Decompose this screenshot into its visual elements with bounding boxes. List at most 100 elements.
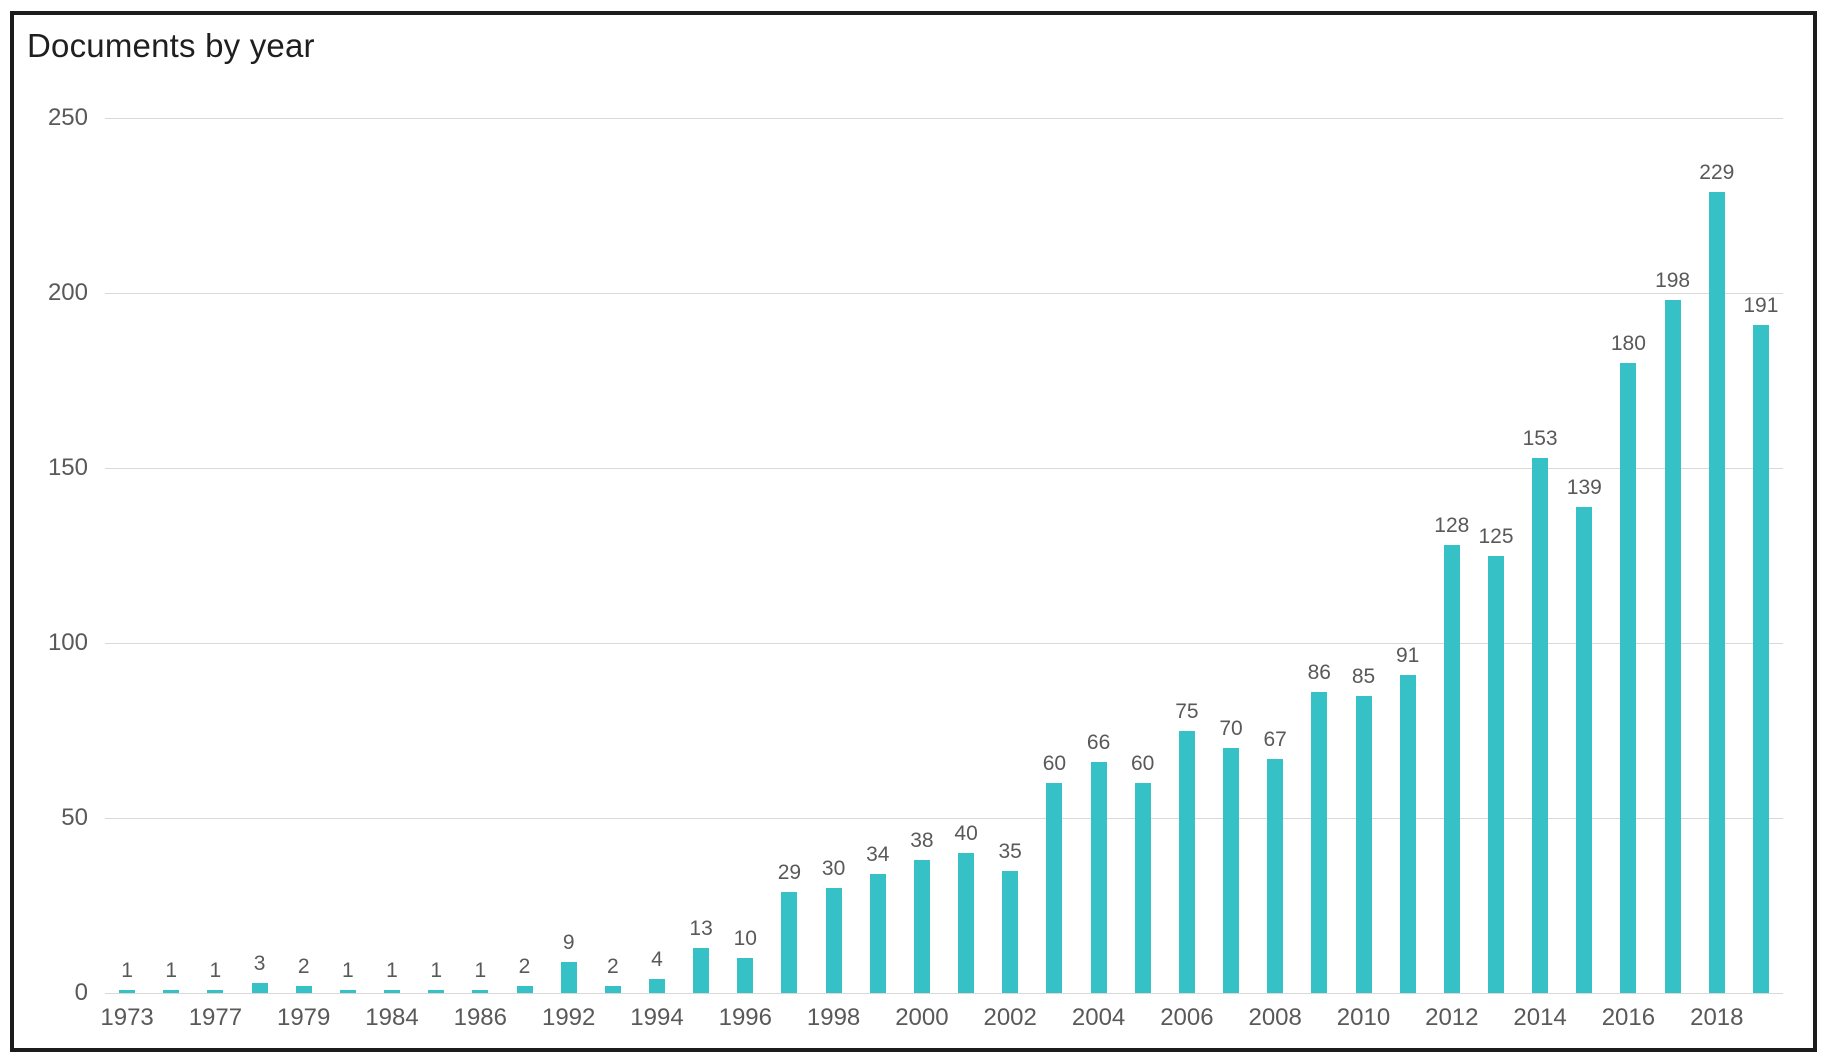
bar (1134, 783, 1151, 993)
bar (649, 979, 665, 993)
x-tick-label: 1998 (806, 1004, 861, 1031)
bar-value-label: 3 (253, 951, 266, 975)
bar (339, 989, 356, 993)
bar (1620, 363, 1637, 993)
bar-value-label: 91 (1396, 643, 1420, 667)
bar (207, 989, 224, 993)
bar-value-label: 1 (386, 958, 398, 982)
y-tick-label: 250 (47, 104, 88, 131)
x-tick-label: 1977 (188, 1004, 243, 1031)
bar (737, 958, 754, 993)
y-tick-label: 200 (47, 279, 88, 306)
x-tick-label: 2018 (1690, 1004, 1744, 1031)
bar (958, 853, 975, 993)
bar-value-label: 4 (651, 948, 663, 971)
bar-value-label: 60 (1131, 752, 1155, 775)
bar (560, 961, 577, 993)
bar-value-label: 2 (518, 955, 531, 978)
chart-title: Documents by year (27, 27, 315, 64)
x-tick-label: 2016 (1601, 1004, 1656, 1031)
bar (1576, 506, 1593, 993)
bar-value-label: 125 (1478, 524, 1514, 548)
bar-value-label: 1 (430, 958, 443, 982)
bar (1708, 191, 1725, 993)
bar-value-label: 128 (1434, 514, 1470, 537)
gridline (105, 818, 1783, 819)
bar-value-label: 30 (821, 857, 846, 880)
gridline (105, 643, 1783, 644)
x-tick-label: 2008 (1248, 1004, 1302, 1031)
x-tick-label: 2012 (1425, 1004, 1479, 1031)
y-tick-label: 150 (47, 454, 88, 481)
bar (1002, 870, 1019, 993)
bar-value-label: 1 (121, 958, 133, 982)
bar-value-label: 9 (562, 930, 575, 954)
bar-value-label: 229 (1699, 160, 1735, 184)
bar (1223, 748, 1239, 993)
x-tick-label: 2014 (1513, 1004, 1567, 1031)
bar-value-label: 29 (777, 860, 802, 884)
bar (1046, 783, 1063, 993)
bar (1664, 300, 1681, 993)
bar-value-label: 35 (998, 839, 1022, 863)
bar-value-label: 180 (1610, 332, 1646, 355)
bar (693, 947, 710, 993)
bar-value-label: 1 (342, 958, 354, 982)
bar-value-label: 2 (606, 955, 619, 978)
bar (428, 989, 445, 993)
gridline (105, 118, 1783, 119)
bar-value-label: 67 (1263, 727, 1287, 751)
bar (604, 986, 621, 993)
x-tick-label: 1996 (718, 1004, 772, 1031)
bar (472, 989, 489, 993)
x-tick-label: 2010 (1336, 1004, 1391, 1031)
bar (781, 891, 798, 993)
x-tick-label: 2000 (895, 1004, 949, 1031)
bar (251, 982, 268, 993)
bar-value-label: 70 (1219, 717, 1243, 740)
bar (295, 986, 312, 993)
bar (1488, 555, 1504, 993)
bar (516, 986, 533, 993)
bar-value-label: 1 (165, 958, 178, 982)
bar (384, 989, 400, 993)
bar-value-label: 1 (209, 958, 222, 982)
bar-value-label: 198 (1655, 269, 1691, 292)
y-tick-label: 0 (74, 979, 88, 1006)
bar-value-label: 38 (910, 829, 934, 852)
bar (825, 888, 842, 993)
x-tick-label: 1984 (365, 1004, 419, 1031)
bar-value-label: 40 (954, 822, 978, 845)
bar-value-label: 139 (1566, 475, 1602, 499)
gridline (105, 468, 1783, 469)
bar (913, 860, 930, 993)
x-tick-label: 2002 (983, 1004, 1037, 1031)
bar-value-label: 86 (1307, 661, 1331, 684)
bar-value-label: 60 (1042, 752, 1067, 775)
bar (1090, 762, 1107, 993)
bar (1752, 324, 1769, 993)
bar (869, 874, 886, 993)
y-tick-label: 100 (47, 629, 88, 656)
bar (1355, 695, 1372, 993)
bar-value-label: 66 (1086, 731, 1111, 754)
bar (1178, 730, 1195, 993)
bar-value-label: 2 (297, 955, 310, 978)
bar-value-label: 13 (689, 916, 713, 940)
gridline (105, 293, 1783, 294)
bar (163, 989, 180, 993)
bar (1532, 457, 1549, 993)
x-tick-label: 1994 (630, 1004, 684, 1031)
bar-value-label: 191 (1743, 293, 1779, 317)
chart-frame (10, 11, 1817, 1052)
bar-value-label: 34 (866, 843, 890, 866)
x-tick-label: 1992 (541, 1004, 596, 1031)
bar (1267, 758, 1284, 993)
x-tick-label: 2006 (1160, 1004, 1214, 1031)
bar-value-label: 153 (1522, 426, 1558, 450)
bar (1311, 692, 1328, 993)
bar (119, 989, 136, 993)
x-tick-label: 2004 (1071, 1004, 1126, 1031)
x-tick-label: 1979 (276, 1004, 331, 1031)
